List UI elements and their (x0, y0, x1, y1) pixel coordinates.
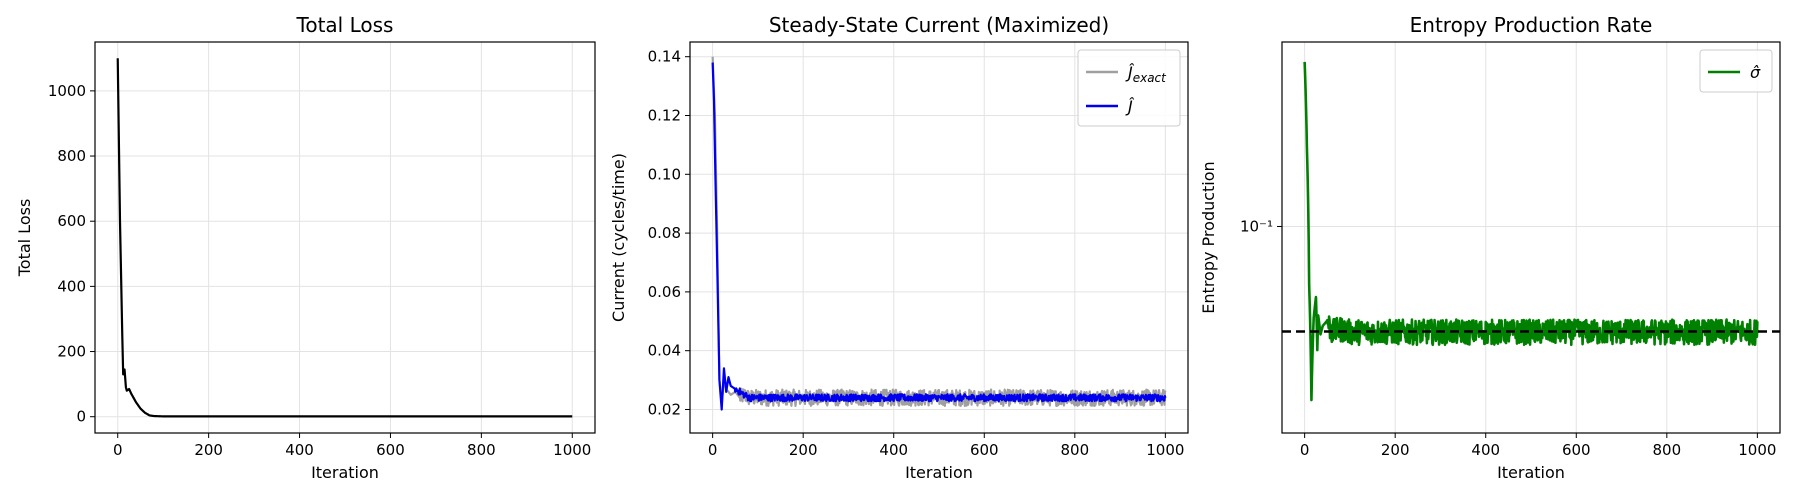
y-tick-label: 0.02 (648, 400, 681, 418)
x-tick-label: 400 (1471, 441, 1500, 459)
x-tick-label: 600 (376, 441, 405, 459)
y-tick-label: 0.14 (648, 48, 681, 66)
x-tick-label: 0 (113, 441, 123, 459)
y-tick-label: 0.12 (648, 106, 681, 124)
legend-label: Ĵ (1125, 97, 1135, 116)
legend-label: σ̂ (1750, 63, 1761, 82)
x-tick-label: 0 (708, 441, 718, 459)
x-tick-label: 200 (789, 441, 818, 459)
y-tick-label: 0.10 (648, 165, 681, 183)
y-tick-label: 800 (57, 147, 86, 165)
y-tick-label: 200 (57, 343, 86, 361)
chart-panel-2: 0 200 400 600 800 1000 0.02 0.04 0.06 0.08 0.10 0.1… (609, 13, 1189, 482)
series-group (1303, 61, 1759, 402)
series-group (711, 56, 1167, 411)
y-tick-label: 600 (57, 212, 86, 230)
y-tick-label: 1000 (48, 82, 86, 100)
y-axis-label: Entropy Production (1199, 161, 1218, 313)
x-tick-label: 200 (1381, 441, 1410, 459)
chart-panel-1: 0 200 400 600 800 1000 0 200 400 600 800 1000 Total … (15, 13, 596, 482)
series-line-1 (116, 58, 573, 418)
x-axis-label: Iteration (311, 463, 379, 482)
x-tick-label: 400 (285, 441, 314, 459)
x-axis-label: Iteration (1497, 463, 1565, 482)
x-tick-label: 0 (1300, 441, 1310, 459)
y-axis-label: Total Loss (15, 199, 34, 278)
y-tick-label: 0.08 (648, 224, 681, 242)
series-line-2 (711, 62, 1167, 411)
x-tick-label: 200 (194, 441, 223, 459)
x-tick-label: 800 (1060, 441, 1089, 459)
x-tick-label: 1000 (1146, 441, 1184, 459)
y-tick-label: 0.04 (648, 342, 681, 360)
axes-frame (1281, 41, 1781, 434)
axes-frame (94, 41, 596, 434)
x-tick-label: 800 (1652, 441, 1681, 459)
y-tick-label: 10⁻¹ (1240, 217, 1273, 235)
series-line-1 (1303, 61, 1759, 402)
chart-title: Total Loss (296, 13, 394, 37)
chart-title: Steady-State Current (Maximized) (769, 13, 1109, 37)
x-tick-label: 400 (879, 441, 908, 459)
chart-title: Entropy Production Rate (1410, 13, 1653, 37)
y-tick-label: 0 (76, 408, 86, 426)
y-tick-label: 0.06 (648, 283, 681, 301)
series-group (116, 58, 573, 418)
y-tick-label: 400 (57, 277, 86, 295)
chart-panel-3: 0 200 400 600 800 1000 10⁻¹ Entropy Production … (1199, 13, 1781, 482)
x-tick-label: 600 (1562, 441, 1591, 459)
x-axis-label: Iteration (905, 463, 973, 482)
legend: σ̂ (1699, 49, 1773, 93)
x-tick-label: 800 (467, 441, 496, 459)
x-tick-label: 1000 (1738, 441, 1776, 459)
y-axis-label: Current (cycles/time) (609, 153, 628, 322)
axes-frame (689, 41, 1189, 434)
x-tick-label: 600 (970, 441, 999, 459)
x-tick-label: 1000 (553, 441, 591, 459)
